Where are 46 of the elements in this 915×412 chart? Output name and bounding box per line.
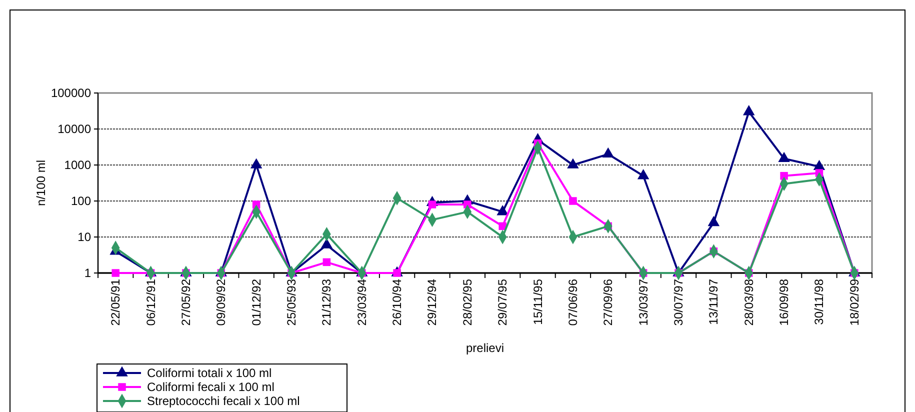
point: [742, 105, 755, 116]
x-tick-label: 25/05/93: [284, 278, 298, 326]
x-tick-label: 21/12/93: [320, 278, 334, 326]
point: [498, 222, 506, 230]
x-tick-label: 28/02/95: [460, 278, 474, 326]
x-tick-label: 22/05/91: [108, 278, 123, 326]
point: [602, 147, 614, 158]
x-tick-label: 01/12/92: [249, 278, 264, 326]
legend-label: Coliformi fecali x 100 ml: [147, 380, 274, 394]
point: [708, 216, 720, 226]
legend-label: Coliformi totali x 100 ml: [147, 366, 272, 380]
legend-label: Streptococchi fecali x 100 ml: [147, 394, 300, 408]
y-tick-label: 100: [70, 194, 92, 208]
point: [637, 169, 650, 180]
point: [567, 158, 579, 168]
point: [496, 205, 508, 216]
x-tick-label: 27/09/96: [601, 278, 616, 326]
y-tick-label: 100000: [50, 86, 92, 100]
y-tick-label: 10: [78, 230, 92, 244]
x-axis-title: prelievi: [466, 341, 504, 355]
point: [569, 197, 577, 205]
x-tick-label: 06/12/91: [144, 278, 158, 326]
y-tick-label: 1000: [64, 158, 92, 172]
point: [322, 258, 331, 266]
point: [112, 269, 120, 277]
y-tick-label: 10000: [58, 122, 92, 136]
point: [778, 152, 790, 162]
x-tick-label: 27/05/92: [178, 278, 193, 326]
x-tick-label: 16/09/98: [777, 278, 792, 326]
x-tick-label: 26/10/94: [390, 278, 404, 326]
x-tick-label: 29/12/94: [425, 278, 440, 326]
point: [780, 172, 788, 180]
point: [250, 158, 262, 168]
x-tick-label: 28/03/98: [742, 278, 756, 326]
x-tick-label: 09/09/92: [214, 278, 228, 326]
x-tick-label: 23/03/94: [354, 278, 369, 326]
x-tick-label: 13/03/97: [636, 278, 650, 326]
y-axis-title: n/100 ml: [34, 160, 48, 206]
x-tick-label: 30/11/98: [812, 278, 826, 325]
x-tick-label: 07/06/96: [566, 278, 580, 326]
x-tick-label: 18/02/99: [847, 278, 862, 326]
x-tick-label: 13/11/97: [706, 278, 721, 325]
y-tick-label: 1: [84, 266, 92, 280]
x-tick-label: 15/11/95: [530, 278, 545, 325]
x-tick-label: 29/07/95: [496, 278, 510, 326]
x-tick-label: 30/07/97: [672, 278, 686, 326]
